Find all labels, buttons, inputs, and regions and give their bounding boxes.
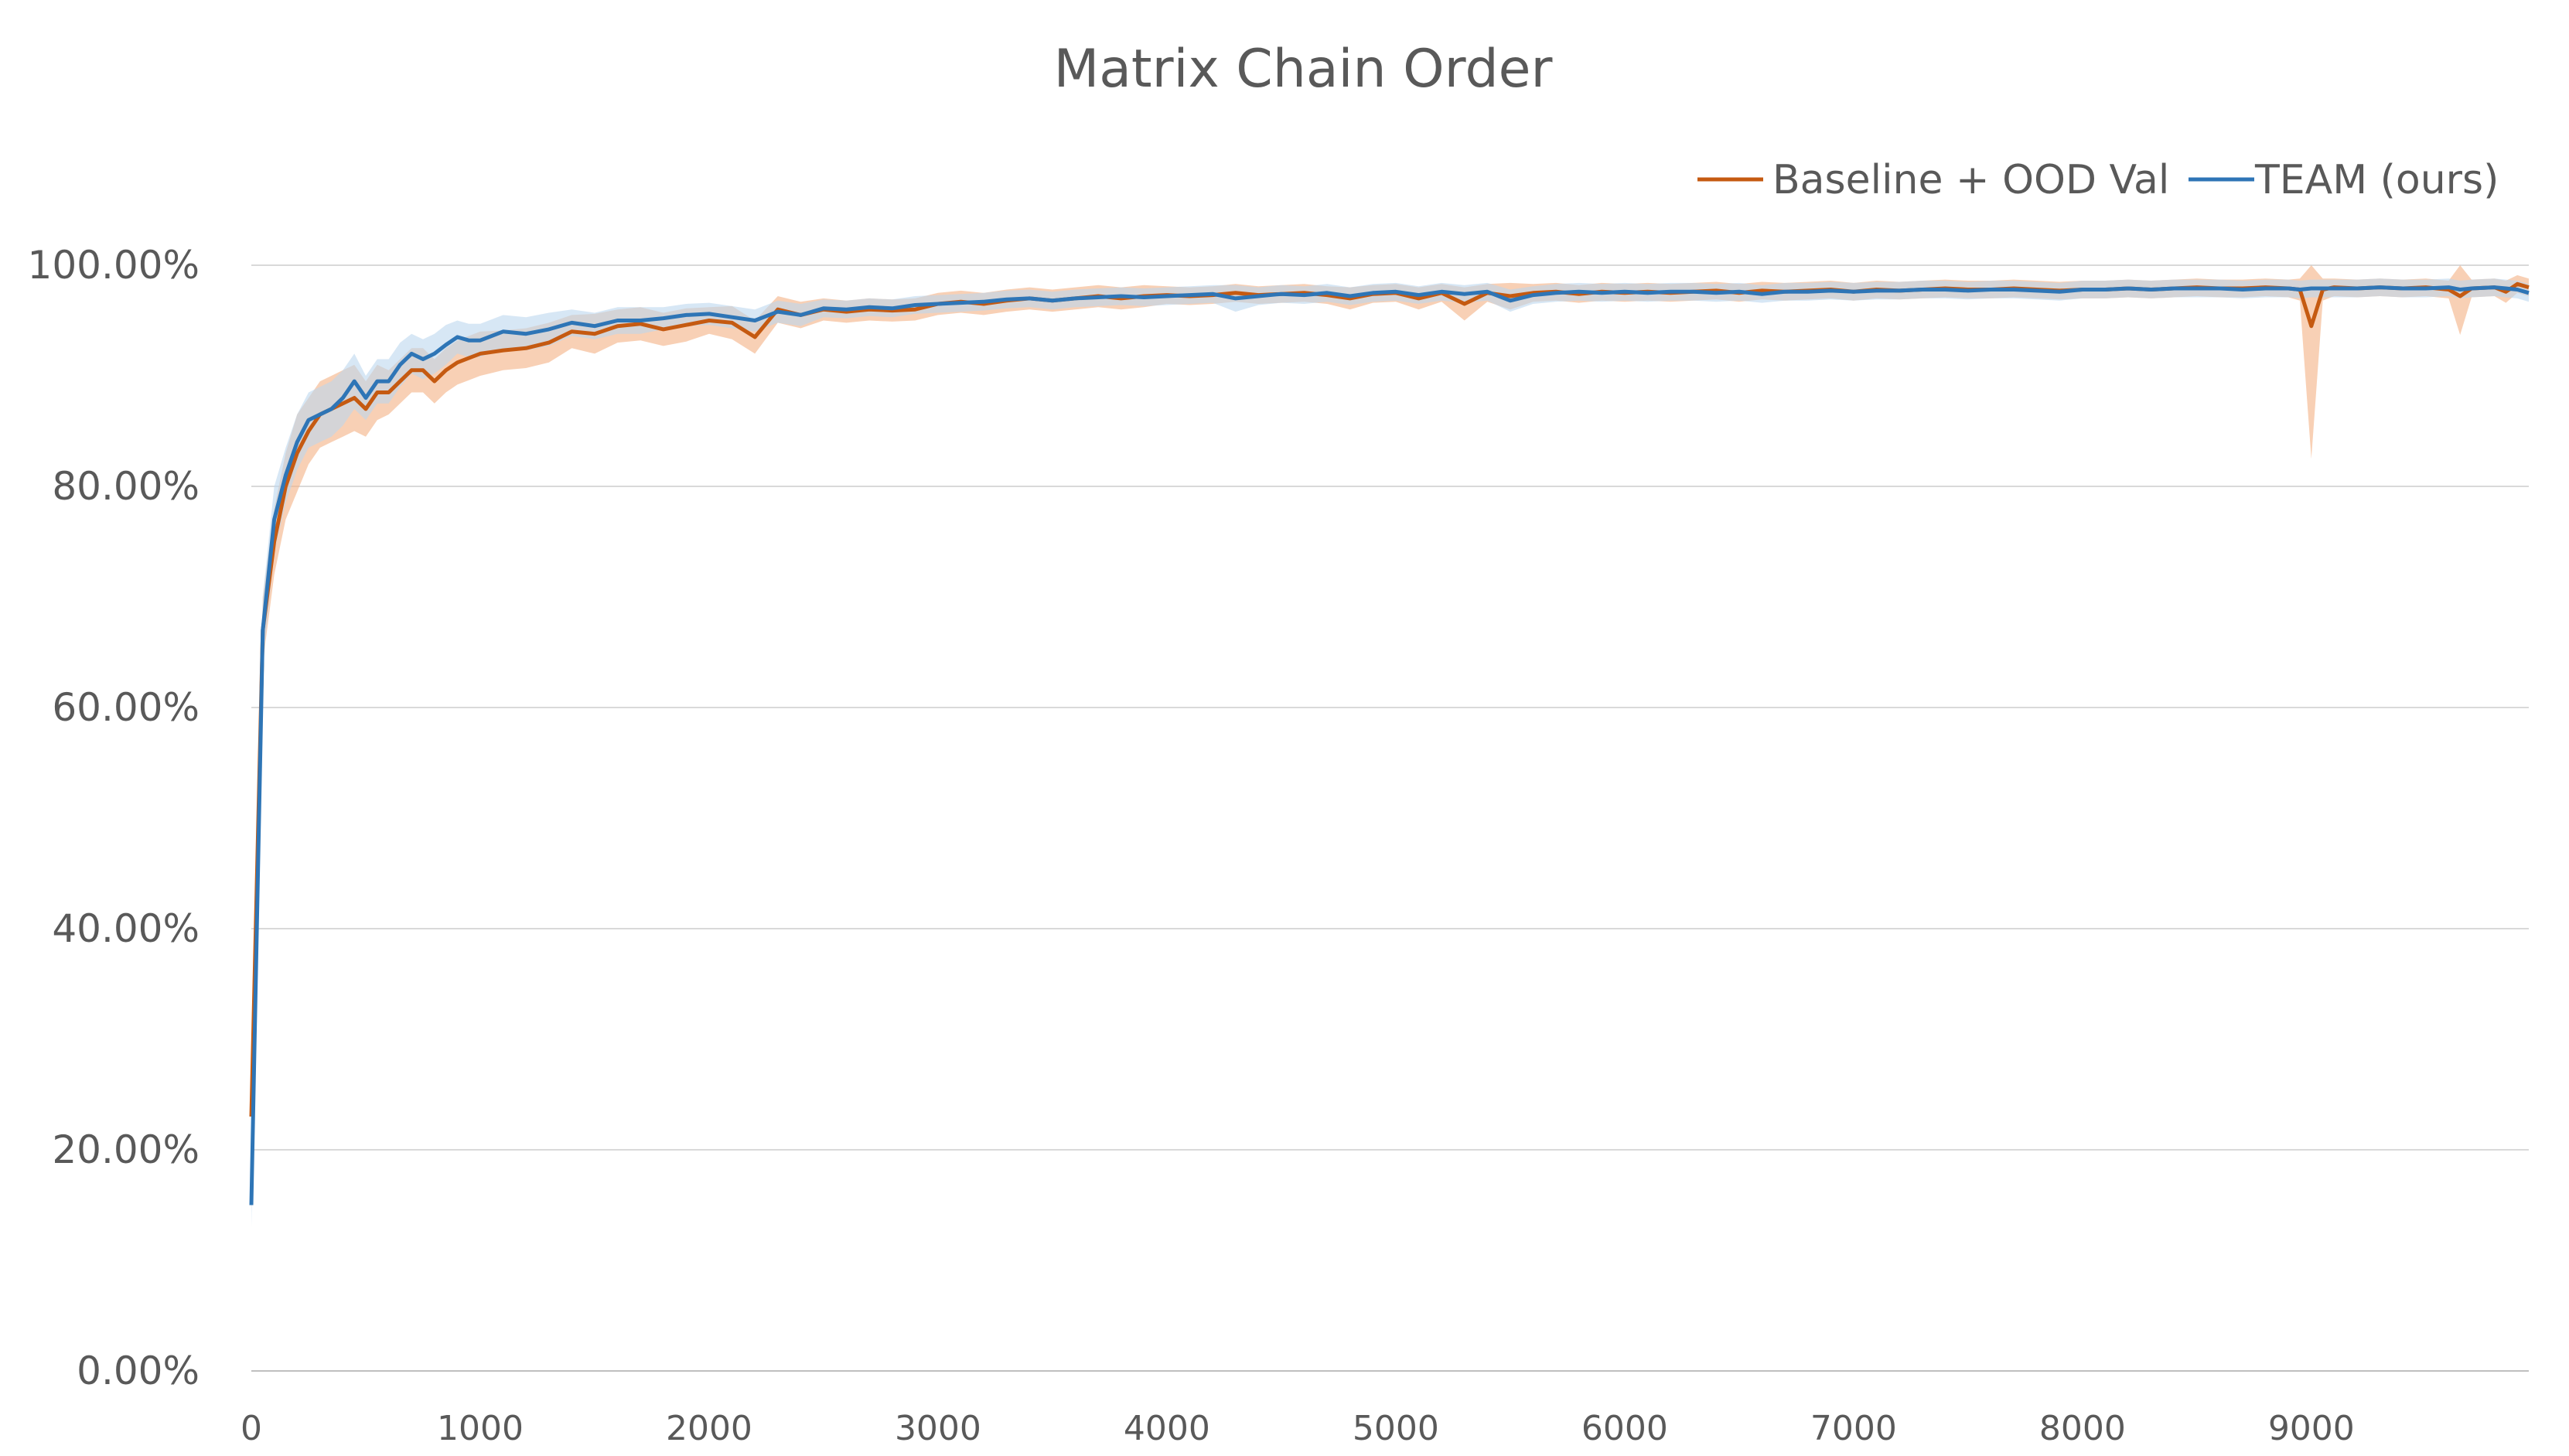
x-tick-label: 1000 — [437, 1409, 524, 1448]
x-tick-label: 6000 — [1581, 1409, 1668, 1448]
series-lines — [249, 281, 2530, 1205]
y-tick-label: 100.00% — [28, 243, 200, 288]
series-band-0 — [251, 265, 2529, 1144]
x-tick-label: 2000 — [666, 1409, 752, 1448]
confidence-bands — [251, 265, 2529, 1228]
x-tick-label: 0 — [241, 1409, 262, 1448]
series-line-1 — [249, 285, 2530, 1205]
chart-title: Matrix Chain Order — [1054, 39, 1553, 100]
y-axis-ticks: 0.00% 20.00% 40.00% 60.00% 80.00% 100.00% — [28, 243, 200, 1393]
gridlines — [251, 264, 2529, 1151]
series-line-0 — [249, 281, 2530, 1117]
y-tick-label: 0.00% — [77, 1349, 200, 1393]
x-tick-label: 3000 — [895, 1409, 981, 1448]
legend-label-team: TEAM (ours) — [2254, 157, 2499, 203]
y-tick-label: 40.00% — [52, 906, 200, 951]
y-tick-label: 60.00% — [52, 685, 200, 730]
x-tick-label: 4000 — [1124, 1409, 1210, 1448]
x-tick-label: 5000 — [1353, 1409, 1439, 1448]
y-tick-label: 20.00% — [52, 1127, 200, 1172]
x-tick-label: 7000 — [1810, 1409, 1897, 1448]
series-band-1 — [251, 278, 2529, 1228]
x-axis-ticks: 0 1000 2000 3000 4000 5000 6000 7000 8000 9000 — [241, 1409, 2355, 1448]
y-tick-label: 80.00% — [52, 464, 200, 509]
x-tick-label: 8000 — [2039, 1409, 2126, 1448]
x-tick-label: 9000 — [2268, 1409, 2355, 1448]
legend-label-baseline: Baseline + OOD Val — [1772, 157, 2169, 203]
legend: Baseline + OOD Val TEAM (ours) — [1697, 157, 2499, 203]
